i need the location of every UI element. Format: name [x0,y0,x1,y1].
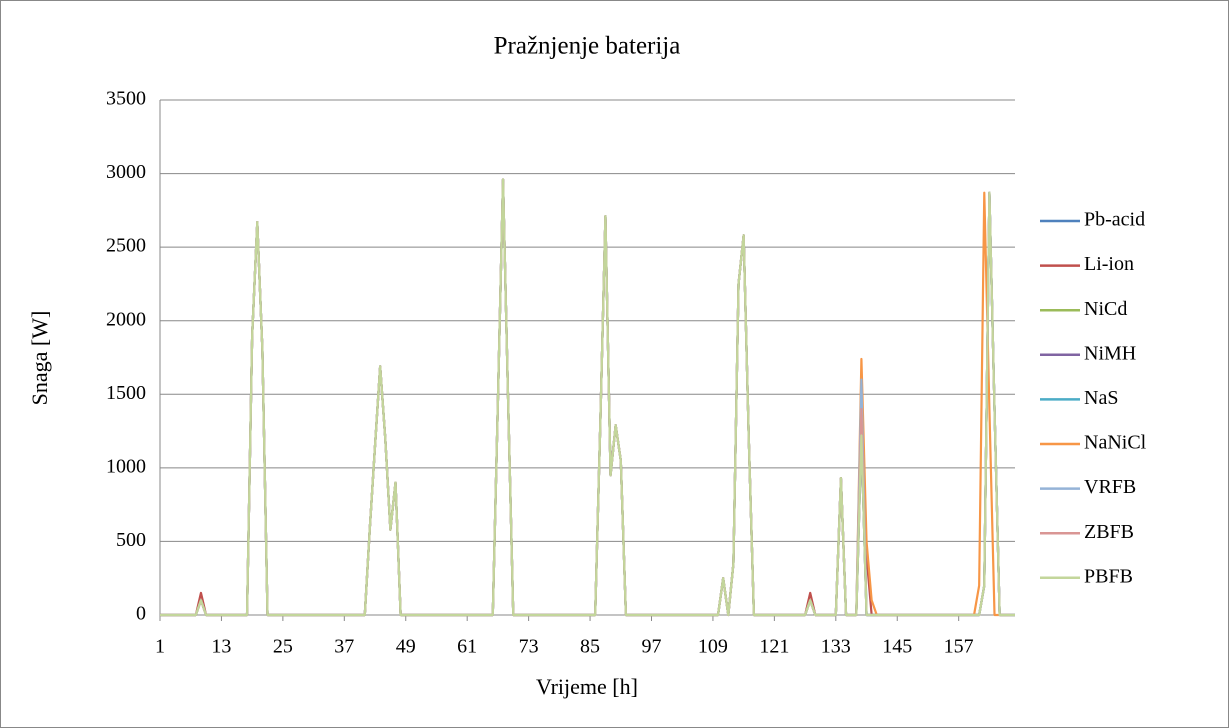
x-tick-label: 1 [155,636,165,658]
x-tick-label: 157 [944,636,974,658]
chart-title: Pražnjenje baterija [494,33,681,60]
y-axis-label: Snaga [W] [27,311,52,406]
y-tick-label: 500 [116,529,146,551]
legend-label: PBFB [1084,565,1133,587]
x-tick-label: 25 [273,636,293,658]
x-tick-label: 121 [759,636,789,658]
legend-label: NiMH [1084,342,1136,364]
x-tick-label: 73 [519,636,539,658]
x-tick-label: 37 [334,636,354,658]
x-tick-label: 145 [882,636,912,658]
legend-label: VRFB [1084,476,1136,498]
x-tick-label: 61 [457,636,477,658]
x-tick-label: 13 [211,636,231,658]
x-tick-label: 49 [396,636,416,658]
y-tick-label: 2000 [106,308,146,330]
x-tick-label: 97 [641,636,661,658]
legend-label: Li-ion [1084,253,1134,275]
legend-label: ZBFB [1084,521,1134,543]
y-tick-label: 1500 [106,382,146,404]
y-tick-label: 1000 [106,455,146,477]
series-line [160,178,1015,617]
x-tick-label: 109 [698,636,728,658]
legend-label: NiCd [1084,298,1127,320]
x-axis-label: Vrijeme [h] [536,674,638,699]
legend-label: NaNiCl [1084,432,1147,454]
y-tick-label: 2500 [106,235,146,257]
legend-label: NaS [1084,387,1118,409]
y-tick-label: 3000 [106,161,146,183]
legend-label: Pb-acid [1084,209,1145,231]
x-tick-label: 85 [580,636,600,658]
y-tick-label: 0 [136,603,146,625]
y-tick-label: 3500 [106,88,146,110]
x-tick-label: 133 [821,636,851,658]
